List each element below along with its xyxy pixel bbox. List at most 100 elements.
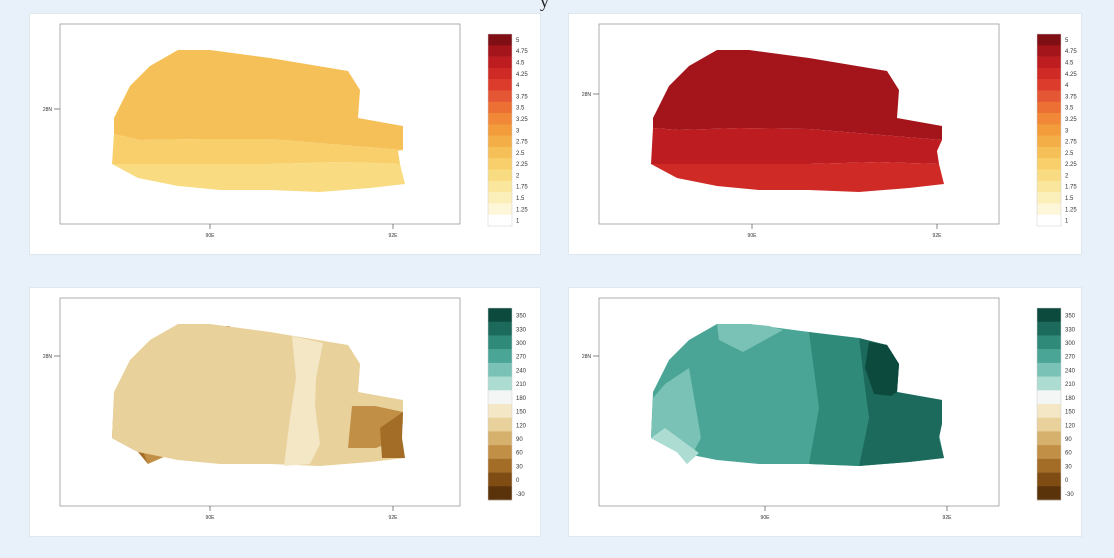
map-panel-top-right: 28N 90E 92E 5 4.75 4.5 4.25 4 3.75 3.5 3.25 3 2.75 2.… (569, 14, 1081, 254)
legend-swatch (1037, 203, 1061, 216)
legend-label: 240 (1065, 368, 1076, 374)
legend-swatch (1037, 45, 1061, 57)
zone-core (865, 342, 899, 396)
legend-label: 2.75 (1065, 140, 1077, 146)
legend-label: 2.25 (516, 162, 528, 168)
legend-swatch (1037, 458, 1061, 473)
legend-label: 90 (1065, 437, 1072, 443)
plot-frame (598, 297, 1000, 507)
legend-label: 4.25 (1065, 72, 1077, 78)
legend-swatch (1037, 390, 1061, 405)
legend-label: 150 (516, 410, 527, 416)
zone-east-corner (380, 412, 405, 458)
legend-swatch (1037, 321, 1061, 336)
map-svg: 28N 90E 92E 5 4.75 4.5 4.25 4 3.75 3.5 3.25 3 2.75 2.… (582, 23, 1077, 239)
legend-swatch (488, 417, 512, 432)
legend-swatch (1037, 113, 1061, 125)
legend-label: 2 (516, 173, 520, 179)
legend-swatch (488, 180, 512, 193)
legend-label: 1.25 (516, 207, 528, 213)
legend-label: 120 (1065, 423, 1076, 429)
legend-swatch (488, 113, 512, 125)
legend-swatch (488, 192, 512, 204)
legend-swatch (1037, 67, 1061, 80)
legend-label: 3.25 (1065, 117, 1077, 123)
legend-label: 0 (1065, 478, 1069, 484)
legend-label: 2.25 (1065, 162, 1077, 168)
plot-frame (59, 23, 461, 225)
legend-label: 4.25 (516, 72, 528, 78)
legend-label: 2 (1065, 173, 1069, 179)
legend-swatch (488, 349, 512, 364)
legend-swatch (488, 203, 512, 216)
legend-swatch (488, 45, 512, 57)
legend-swatch (1037, 135, 1061, 148)
legend-label: 330 (516, 327, 527, 333)
legend-label: -30 (1065, 492, 1074, 498)
legend-swatch (488, 79, 512, 91)
legend-swatch (488, 308, 512, 323)
legend-label: 210 (1065, 382, 1076, 388)
legend-label: 4 (1065, 83, 1069, 89)
legend-label: 4.75 (516, 49, 528, 55)
x-tick-label: 90E (206, 515, 216, 521)
legend-label: 1.5 (1065, 196, 1074, 202)
legend-swatch (488, 158, 512, 170)
y-tick-label: 28N (582, 92, 592, 98)
zone-north (114, 50, 403, 150)
legend-swatch (1037, 180, 1061, 193)
legend-swatch (1037, 376, 1061, 391)
y-tick-label: 28N (582, 354, 592, 360)
legend-label: 270 (516, 355, 527, 361)
legend-swatch (1037, 335, 1061, 350)
legend-swatch (488, 376, 512, 391)
legend-label: 270 (1065, 355, 1076, 361)
zone-south (651, 162, 944, 192)
legend-swatch (1037, 169, 1061, 182)
x-tick-label: 92E (389, 515, 399, 521)
legend-label: 1.25 (1065, 207, 1077, 213)
legend-swatch (488, 124, 512, 136)
legend-label: -30 (516, 492, 525, 498)
x-tick-label: 90E (748, 233, 758, 239)
zone-central (651, 128, 942, 164)
y-tick-label: 28N (43, 107, 53, 113)
legend-label: 1.5 (516, 196, 525, 202)
legend-label: 210 (516, 382, 527, 388)
legend-swatch (1037, 192, 1061, 204)
x-tick-label: 92E (943, 515, 953, 521)
legend-label: 5 (516, 38, 520, 44)
legend-swatch (488, 101, 512, 114)
legend-swatch (488, 431, 512, 446)
legend-label: 3.5 (1065, 106, 1074, 112)
zone-center (759, 330, 819, 464)
legend-swatch (488, 390, 512, 405)
legend-swatch (1037, 362, 1061, 377)
map-panel-bottom-left: 28N 90E 92E 350 330 300 270 240 210 180 150 120 90 60… (30, 288, 540, 536)
legend-border (1036, 307, 1062, 501)
legend-swatch (1037, 472, 1061, 487)
legend-swatch (488, 169, 512, 182)
legend-swatch (488, 90, 512, 103)
legend-label: 30 (516, 464, 523, 470)
legend-swatch (1037, 79, 1061, 91)
legend-label: 1.75 (1065, 185, 1077, 191)
legend-swatch (488, 321, 512, 336)
legend-border (1036, 33, 1062, 227)
legend-label: 3.25 (516, 117, 528, 123)
legend-swatch (1037, 431, 1061, 446)
zone-central (112, 134, 403, 164)
legend-label: 4 (516, 83, 520, 89)
legend-swatch (1037, 146, 1061, 159)
legend-label: 350 (516, 314, 527, 320)
legend-swatch (488, 458, 512, 473)
legend-label: 240 (516, 368, 527, 374)
legend-swatch (488, 404, 512, 419)
zone-west-edge (651, 428, 699, 464)
plot-frame (598, 23, 1000, 225)
legend-label: 180 (1065, 396, 1076, 402)
y-tick-label: 28N (43, 354, 53, 360)
legend-label: 4.5 (1065, 60, 1074, 66)
legend-label: 60 (516, 451, 523, 457)
